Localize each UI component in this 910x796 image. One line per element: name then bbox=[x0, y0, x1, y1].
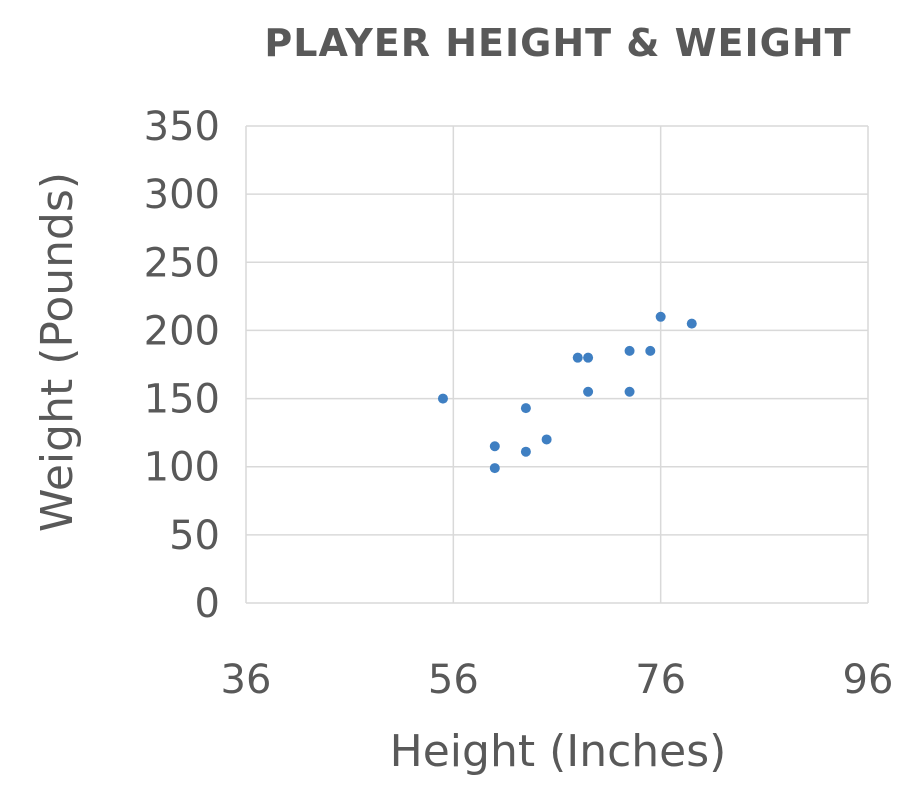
y-tick-label: 350 bbox=[144, 104, 220, 150]
data-point bbox=[624, 345, 635, 356]
x-tick-label: 76 bbox=[635, 657, 686, 703]
y-tick-label: 200 bbox=[144, 308, 220, 354]
data-point bbox=[655, 311, 666, 322]
data-point bbox=[489, 441, 500, 452]
x-tick-label: 36 bbox=[221, 657, 272, 703]
y-axis-ticks: 0 50 100 150 200 250 300 350 bbox=[144, 104, 220, 627]
data-point bbox=[572, 352, 583, 363]
data-point bbox=[686, 318, 697, 329]
y-axis-title: Weight (Pounds) bbox=[32, 172, 83, 532]
y-tick-label: 0 bbox=[195, 581, 220, 627]
y-tick-label: 150 bbox=[144, 377, 220, 423]
data-point bbox=[645, 345, 656, 356]
data-point bbox=[583, 386, 594, 397]
x-tick-label: 56 bbox=[428, 657, 479, 703]
data-point bbox=[624, 386, 635, 397]
data-point bbox=[437, 393, 448, 404]
y-tick-label: 100 bbox=[144, 445, 220, 491]
x-axis-ticks: 36 56 76 96 bbox=[221, 657, 894, 703]
y-tick-label: 50 bbox=[169, 513, 220, 559]
chart-title: PLAYER HEIGHT & WEIGHT bbox=[264, 21, 851, 65]
data-point bbox=[583, 352, 594, 363]
data-point bbox=[489, 463, 500, 474]
data-point bbox=[520, 446, 531, 457]
data-points bbox=[437, 311, 697, 474]
data-point bbox=[541, 434, 552, 445]
y-tick-label: 300 bbox=[144, 172, 220, 218]
x-tick-label: 96 bbox=[843, 657, 894, 703]
y-tick-label: 250 bbox=[144, 240, 220, 286]
x-axis-title: Height (Inches) bbox=[390, 726, 727, 777]
grid bbox=[245, 125, 869, 604]
data-point bbox=[520, 403, 531, 414]
